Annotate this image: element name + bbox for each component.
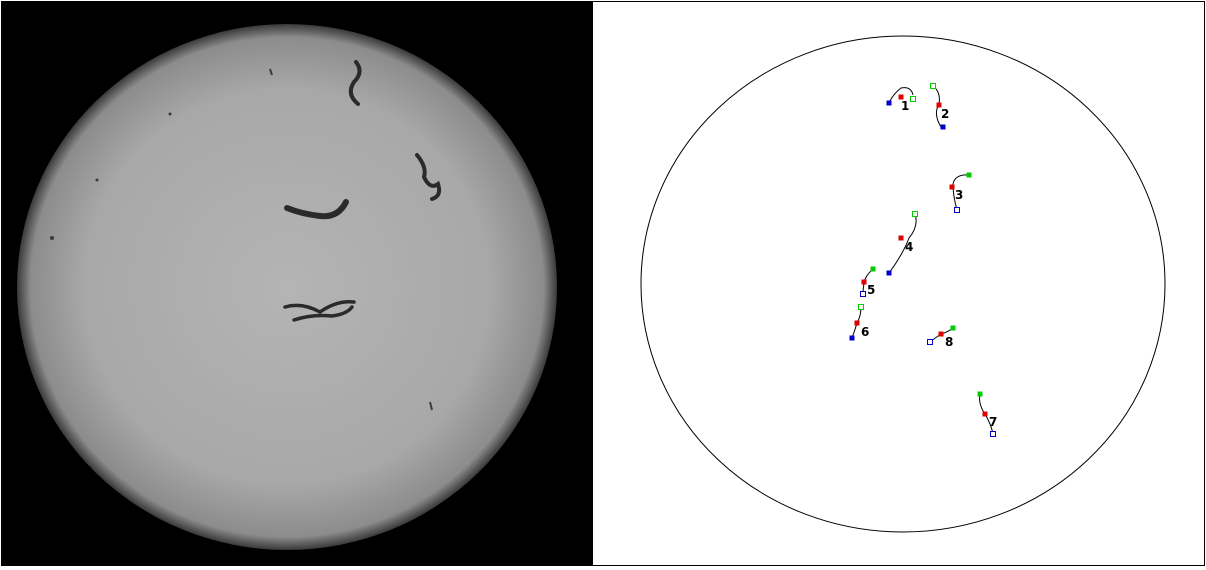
track-6: 6 [849, 304, 869, 341]
track-label: 8 [945, 335, 953, 349]
track-3: 3 [949, 172, 972, 213]
debris [429, 401, 433, 411]
track-7: 7 [977, 391, 997, 437]
track-start-marker [950, 325, 956, 331]
track-label: 2 [941, 107, 949, 121]
track-start-marker [930, 83, 936, 89]
plate-photo [17, 24, 557, 550]
track-current-marker [898, 235, 904, 241]
track-current-marker [854, 320, 860, 326]
debris [95, 178, 99, 182]
debris [50, 236, 54, 240]
track-current-marker [949, 184, 955, 190]
track-label: 5 [867, 283, 875, 297]
track-4: 4 [886, 211, 918, 276]
track-end-marker [886, 270, 892, 276]
track-path [888, 87, 914, 104]
track-diagram: 1 2 3 4 5 6 7 8 [640, 35, 1166, 533]
track-current-marker [898, 94, 904, 100]
worm [415, 153, 442, 201]
worm-cluster [283, 299, 356, 322]
track-label: 3 [955, 188, 963, 202]
track-end-marker [886, 100, 892, 106]
track-end-marker [860, 291, 866, 297]
track-path [952, 174, 970, 211]
track-1: 1 [886, 87, 916, 113]
track-8: 8 [927, 325, 956, 349]
track-end-marker [927, 339, 933, 345]
debris [269, 68, 273, 76]
agar-plate [17, 24, 557, 550]
track-start-marker [966, 172, 972, 178]
track-label: 6 [861, 325, 869, 339]
worm [348, 60, 362, 106]
track-end-marker [940, 124, 946, 130]
track-path [888, 213, 917, 274]
track-start-marker [910, 96, 916, 102]
track-2: 2 [930, 83, 949, 130]
worm [284, 199, 349, 220]
track-current-marker [982, 411, 988, 417]
track-start-marker [870, 266, 876, 272]
track-current-marker [861, 279, 867, 285]
track-current-marker [938, 331, 944, 337]
track-current-marker [936, 102, 942, 108]
track-label: 7 [989, 415, 997, 429]
debris [168, 112, 172, 116]
camera-view [2, 2, 591, 565]
plate-outline [640, 35, 1166, 533]
track-label: 4 [905, 240, 913, 254]
tracking-view: 1 2 3 4 5 6 7 8 [593, 2, 1204, 565]
track-end-marker [954, 207, 960, 213]
panel-divider [591, 1, 593, 566]
tracks: 1 2 3 4 5 6 7 8 [849, 83, 997, 437]
track-start-marker [912, 211, 918, 217]
track-start-marker [858, 304, 864, 310]
track-5: 5 [860, 266, 876, 297]
track-end-marker [849, 335, 855, 341]
track-start-marker [977, 391, 983, 397]
track-label: 1 [901, 99, 909, 113]
track-end-marker [990, 431, 996, 437]
